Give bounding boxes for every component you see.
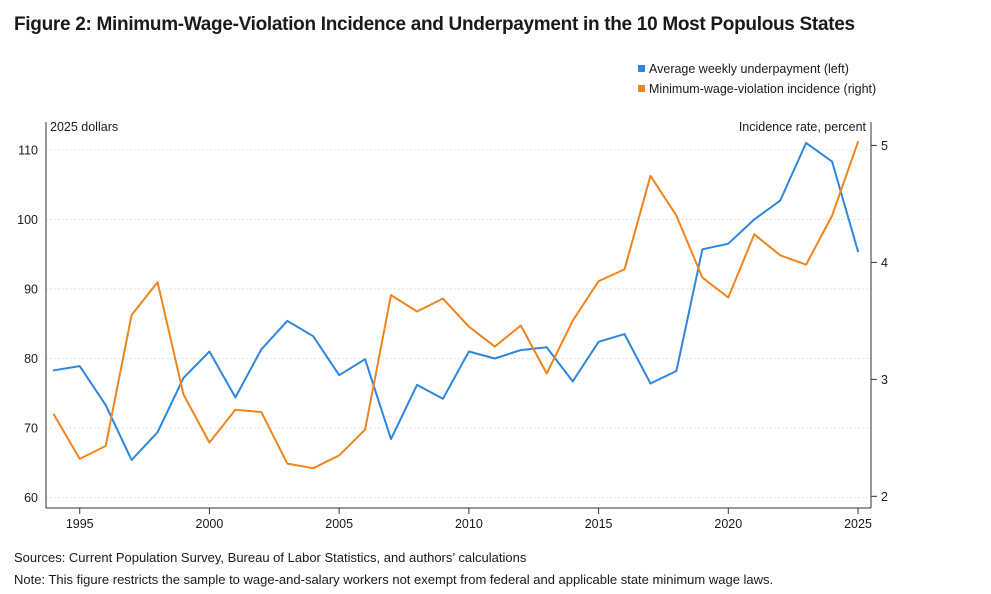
x-tick-label: 2005 [325, 517, 353, 531]
right-axis-ticks: 2 3 4 5 [871, 139, 888, 504]
legend: Average weekly underpayment (left) Minim… [638, 62, 876, 96]
x-tick-label: 2000 [196, 517, 224, 531]
right-tick-label: 2 [881, 490, 888, 504]
footnote-note: Note: This figure restricts the sample t… [14, 572, 774, 587]
right-tick-label: 4 [881, 256, 888, 270]
legend-label-underpayment: Average weekly underpayment (left) [649, 62, 849, 76]
footnote-sources: Sources: Current Population Survey, Bure… [14, 550, 527, 565]
legend-swatch-underpayment [638, 65, 645, 72]
left-axis-label: 2025 dollars [50, 120, 118, 134]
x-tick-label: 2025 [844, 517, 872, 531]
x-tick-label: 2010 [455, 517, 483, 531]
left-tick-label: 110 [18, 143, 38, 157]
series-lines [52, 140, 859, 470]
axes [45, 122, 872, 509]
gridlines [46, 149, 871, 499]
right-axis-label: Incidence rate, percent [739, 120, 867, 134]
x-tick-label: 2020 [714, 517, 742, 531]
x-axis-ticks: 1995 2000 2005 2010 2015 2020 2025 [66, 508, 872, 531]
right-tick-label: 5 [881, 139, 888, 153]
chart-title: Figure 2: Minimum-Wage-Violation Inciden… [14, 14, 855, 35]
left-tick-label: 70 [24, 422, 38, 436]
x-tick-label: 1995 [66, 517, 94, 531]
legend-label-incidence: Minimum-wage-violation incidence (right) [649, 82, 876, 96]
series-line-incidence [52, 140, 859, 470]
left-tick-label: 90 [24, 282, 38, 296]
series-line-underpayment [52, 141, 859, 461]
left-tick-label: 80 [24, 352, 38, 366]
left-axis-ticks: 60 70 80 90 100 110 [17, 143, 38, 505]
left-tick-label: 100 [17, 213, 38, 227]
x-tick-label: 2015 [585, 517, 613, 531]
left-tick-label: 60 [24, 491, 38, 505]
legend-swatch-incidence [638, 85, 645, 92]
right-tick-label: 3 [881, 373, 888, 387]
